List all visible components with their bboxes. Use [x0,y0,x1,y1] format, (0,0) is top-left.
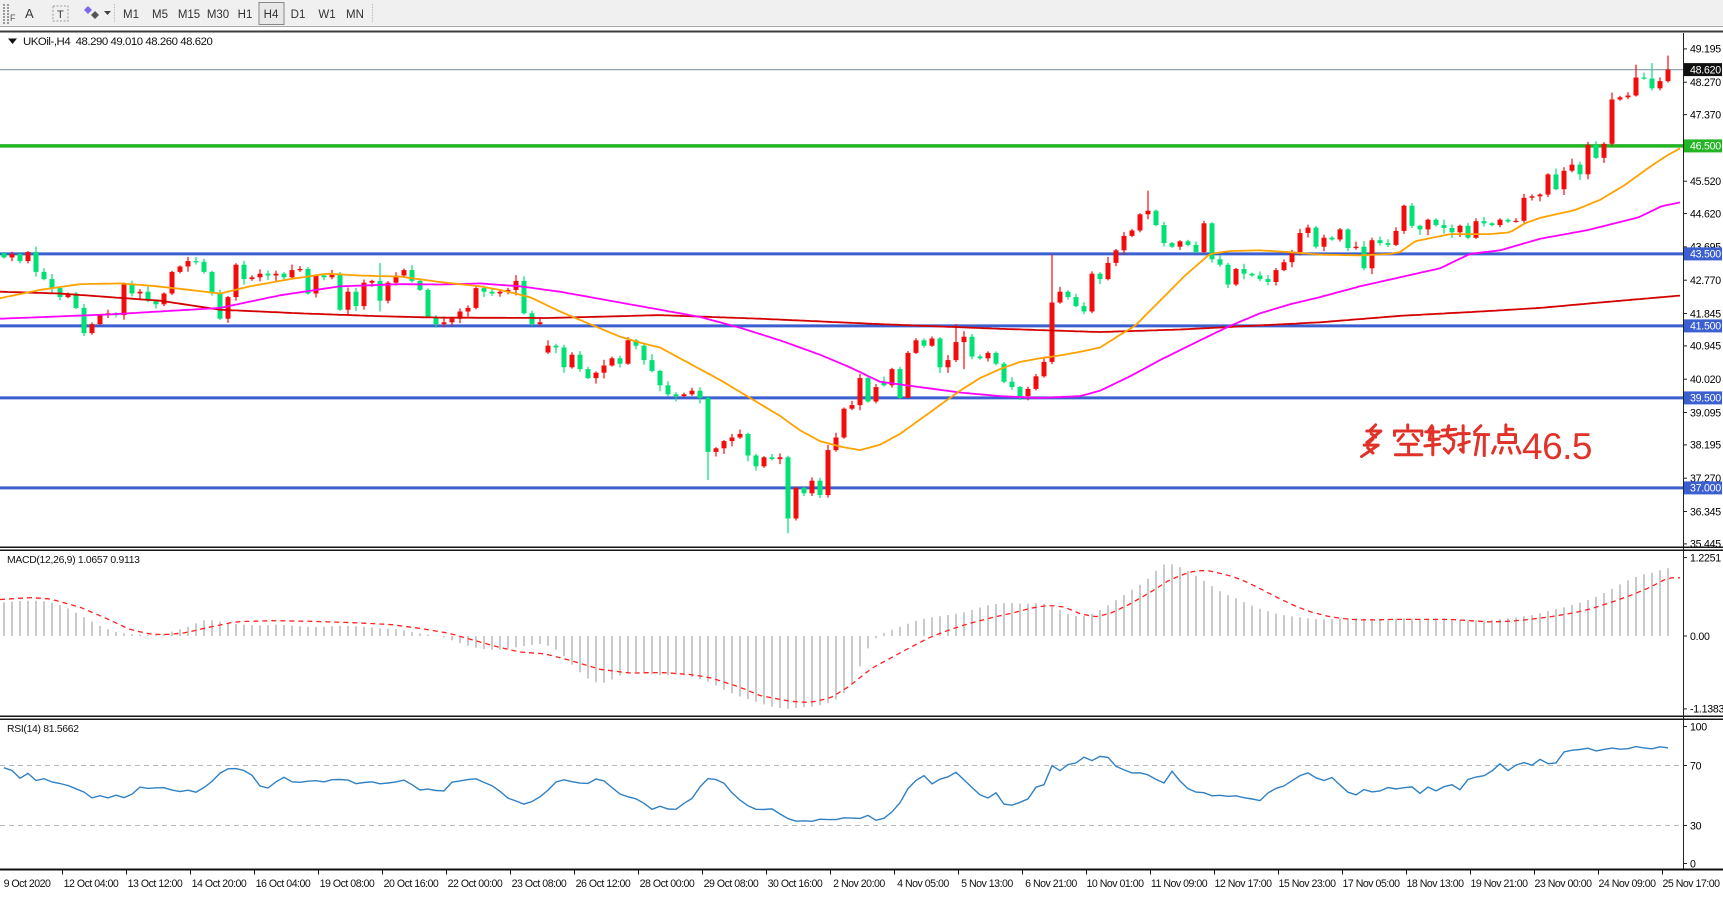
svg-text:11 Nov 09:00: 11 Nov 09:00 [1151,878,1208,890]
svg-text:0: 0 [1690,858,1696,870]
svg-text:44.620: 44.620 [1690,208,1721,220]
svg-text:UKOil-,H4 48.290 49.010 48.26: UKOil-,H4 48.290 49.010 48.260 48.620 [23,36,212,48]
svg-text:47.370: 47.370 [1690,109,1721,121]
svg-text:49.195: 49.195 [1690,44,1721,56]
svg-text:2 Nov 20:00: 2 Nov 20:00 [833,878,885,890]
svg-text:30: 30 [1690,820,1702,832]
svg-text:46.5: 46.5 [1522,426,1592,467]
svg-text:38.195: 38.195 [1690,440,1721,452]
svg-text:1.2251: 1.2251 [1690,552,1721,564]
svg-text:43.500: 43.500 [1690,249,1721,261]
svg-text:10 Nov 01:00: 10 Nov 01:00 [1086,878,1144,890]
svg-text:42.770: 42.770 [1690,275,1721,287]
svg-text:5 Nov 13:00: 5 Nov 13:00 [961,878,1013,890]
svg-text:36.345: 36.345 [1690,506,1721,518]
svg-text:23 Nov 00:00: 23 Nov 00:00 [1534,878,1592,890]
svg-text:26 Oct 12:00: 26 Oct 12:00 [576,878,631,890]
svg-text:W1: W1 [318,9,335,21]
svg-text:40.020: 40.020 [1690,374,1721,386]
svg-text:35.445: 35.445 [1690,539,1721,551]
svg-text:4 Nov 05:00: 4 Nov 05:00 [897,878,949,890]
svg-text:16 Oct 04:00: 16 Oct 04:00 [256,878,311,890]
svg-text:39.095: 39.095 [1690,407,1721,419]
svg-text:MACD(12,26,9) 1.0657 0.9113: MACD(12,26,9) 1.0657 0.9113 [7,555,140,566]
svg-text:M1: M1 [123,9,139,21]
svg-text:12 Nov 17:00: 12 Nov 17:00 [1214,878,1272,890]
svg-text:40.945: 40.945 [1690,341,1721,353]
svg-text:30 Oct 16:00: 30 Oct 16:00 [768,878,823,890]
svg-text:15 Nov 23:00: 15 Nov 23:00 [1278,878,1336,890]
svg-text:48.270: 48.270 [1690,77,1721,89]
svg-text:M15: M15 [178,9,200,21]
svg-text:19 Nov 21:00: 19 Nov 21:00 [1470,878,1528,890]
svg-text:70: 70 [1690,760,1702,772]
svg-text:46.500: 46.500 [1690,141,1721,153]
svg-text:M30: M30 [207,9,229,21]
svg-text:0.00: 0.00 [1690,631,1710,643]
svg-text:19 Oct 08:00: 19 Oct 08:00 [320,878,375,890]
svg-text:48.620: 48.620 [1690,64,1721,76]
svg-text:M5: M5 [152,9,168,21]
svg-text:28 Oct 00:00: 28 Oct 00:00 [640,878,695,890]
svg-text:14 Oct 20:00: 14 Oct 20:00 [192,878,247,890]
svg-text:100: 100 [1690,721,1707,733]
svg-text:H4: H4 [264,9,279,21]
svg-text:22 Oct 00:00: 22 Oct 00:00 [448,878,503,890]
svg-text:9 Oct 2020: 9 Oct 2020 [4,878,51,890]
svg-text:RSI(14) 81.5662: RSI(14) 81.5662 [7,724,79,735]
svg-text:13 Oct 12:00: 13 Oct 12:00 [128,878,183,890]
svg-text:17 Nov 05:00: 17 Nov 05:00 [1342,878,1400,890]
svg-text:18 Nov 13:00: 18 Nov 13:00 [1406,878,1464,890]
svg-text:D1: D1 [291,9,306,21]
svg-text:29 Oct 08:00: 29 Oct 08:00 [704,878,759,890]
svg-text:A: A [25,6,34,21]
svg-text:-1.1383: -1.1383 [1690,704,1723,716]
svg-text:24 Nov 09:00: 24 Nov 09:00 [1598,878,1656,890]
svg-text:H1: H1 [238,9,253,21]
svg-text:41.500: 41.500 [1690,321,1721,333]
svg-text:6 Nov 21:00: 6 Nov 21:00 [1025,878,1077,890]
svg-text:25 Nov 17:00: 25 Nov 17:00 [1662,878,1720,890]
svg-text:39.500: 39.500 [1690,393,1721,405]
svg-text:MN: MN [346,9,364,21]
svg-text:23 Oct 08:00: 23 Oct 08:00 [512,878,567,890]
svg-text:12 Oct 04:00: 12 Oct 04:00 [64,878,119,890]
svg-text:41.845: 41.845 [1690,308,1721,320]
svg-text:45.520: 45.520 [1690,176,1721,188]
svg-text:37.000: 37.000 [1690,483,1721,495]
svg-text:F: F [10,13,16,23]
svg-text:T: T [57,9,64,21]
svg-text:20 Oct 16:00: 20 Oct 16:00 [384,878,439,890]
